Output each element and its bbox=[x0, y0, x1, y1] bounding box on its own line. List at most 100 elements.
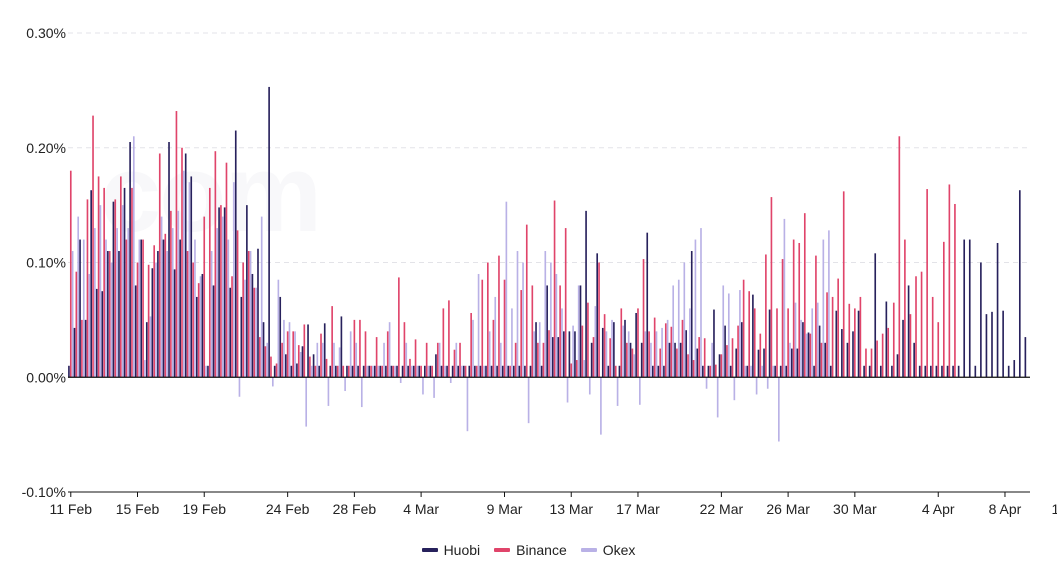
bar-huobi[interactable] bbox=[490, 365, 493, 378]
bar-binance[interactable] bbox=[214, 151, 217, 378]
bar-huobi[interactable] bbox=[118, 251, 120, 378]
bar-okex[interactable] bbox=[205, 365, 207, 378]
bar-huobi[interactable] bbox=[451, 365, 454, 378]
bar-binance[interactable] bbox=[548, 330, 550, 378]
bar-huobi[interactable] bbox=[1018, 190, 1021, 378]
bar-huobi[interactable] bbox=[651, 365, 654, 378]
bar-huobi[interactable] bbox=[145, 322, 148, 378]
bar-binance[interactable] bbox=[698, 337, 700, 378]
bar-okex[interactable] bbox=[666, 319, 669, 378]
bar-okex[interactable] bbox=[327, 377, 330, 406]
bar-huobi[interactable] bbox=[791, 348, 793, 378]
bar-huobi[interactable] bbox=[212, 285, 215, 378]
bar-binance[interactable] bbox=[242, 262, 244, 378]
bar-binance[interactable] bbox=[842, 191, 845, 378]
bar-binance[interactable] bbox=[192, 262, 194, 378]
bar-huobi[interactable] bbox=[340, 316, 343, 378]
bar-huobi[interactable] bbox=[590, 342, 593, 378]
bar-okex[interactable] bbox=[88, 273, 91, 378]
bar-huobi[interactable] bbox=[685, 330, 687, 378]
bar-binance[interactable] bbox=[792, 239, 795, 378]
bar-huobi[interactable] bbox=[785, 365, 788, 378]
bar-binance[interactable] bbox=[742, 279, 745, 378]
bar-binance[interactable] bbox=[575, 360, 578, 378]
bar-huobi[interactable] bbox=[963, 239, 966, 378]
bar-huobi[interactable] bbox=[173, 269, 176, 378]
bar-okex[interactable] bbox=[650, 342, 652, 378]
bar-binance[interactable] bbox=[414, 339, 417, 378]
bar-okex[interactable] bbox=[600, 377, 602, 435]
bar-binance[interactable] bbox=[759, 333, 762, 378]
bar-huobi[interactable] bbox=[279, 296, 282, 378]
bar-huobi[interactable] bbox=[546, 285, 548, 378]
bar-okex[interactable] bbox=[594, 306, 597, 378]
bar-huobi[interactable] bbox=[101, 291, 104, 378]
legend-item-binance[interactable]: Binance bbox=[494, 542, 567, 558]
bar-huobi[interactable] bbox=[79, 239, 81, 378]
bar-okex[interactable] bbox=[672, 285, 675, 378]
bar-huobi[interactable] bbox=[752, 294, 754, 378]
bar-binance[interactable] bbox=[203, 216, 206, 378]
bar-huobi[interactable] bbox=[668, 342, 671, 378]
bar-huobi[interactable] bbox=[579, 285, 582, 378]
bar-okex[interactable] bbox=[149, 316, 152, 378]
bar-binance[interactable] bbox=[264, 346, 267, 378]
bar-okex[interactable] bbox=[266, 342, 269, 378]
bar-binance[interactable] bbox=[770, 197, 773, 378]
bar-okex[interactable] bbox=[811, 308, 814, 378]
bar-binance[interactable] bbox=[348, 365, 350, 378]
bar-binance[interactable] bbox=[703, 338, 706, 378]
bar-binance[interactable] bbox=[531, 285, 534, 378]
bar-okex[interactable] bbox=[533, 331, 535, 378]
bar-binance[interactable] bbox=[559, 285, 561, 378]
bar-binance[interactable] bbox=[587, 302, 589, 378]
bar-okex[interactable] bbox=[138, 239, 141, 378]
bar-binance[interactable] bbox=[715, 364, 717, 378]
bar-huobi[interactable] bbox=[913, 342, 915, 378]
bar-huobi[interactable] bbox=[179, 239, 181, 378]
bar-huobi[interactable] bbox=[140, 239, 143, 378]
bar-okex[interactable] bbox=[216, 228, 219, 378]
bar-huobi[interactable] bbox=[512, 365, 515, 378]
bar-okex[interactable] bbox=[177, 210, 180, 378]
bar-okex[interactable] bbox=[233, 182, 235, 378]
bar-okex[interactable] bbox=[349, 331, 352, 378]
bar-binance[interactable] bbox=[881, 333, 884, 378]
bar-binance[interactable] bbox=[292, 331, 295, 378]
bar-okex[interactable] bbox=[127, 228, 130, 378]
bar-binance[interactable] bbox=[887, 327, 890, 378]
bar-okex[interactable] bbox=[572, 325, 574, 378]
bar-okex[interactable] bbox=[210, 251, 213, 378]
bar-binance[interactable] bbox=[926, 189, 928, 378]
bar-binance[interactable] bbox=[765, 254, 767, 378]
bar-binance[interactable] bbox=[97, 176, 100, 378]
bar-huobi[interactable] bbox=[246, 205, 248, 378]
bar-okex[interactable] bbox=[577, 285, 580, 378]
bar-binance[interactable] bbox=[776, 308, 778, 378]
bar-huobi[interactable] bbox=[440, 365, 443, 378]
bar-huobi[interactable] bbox=[112, 201, 115, 378]
bar-huobi[interactable] bbox=[540, 365, 543, 378]
bar-huobi[interactable] bbox=[918, 365, 921, 378]
bar-okex[interactable] bbox=[733, 377, 736, 401]
bar-okex[interactable] bbox=[71, 251, 74, 378]
bar-huobi[interactable] bbox=[824, 342, 826, 378]
bar-huobi[interactable] bbox=[568, 331, 571, 378]
bar-okex[interactable] bbox=[605, 331, 608, 378]
bar-huobi[interactable] bbox=[123, 187, 126, 378]
bar-okex[interactable] bbox=[472, 319, 474, 378]
bar-huobi[interactable] bbox=[418, 365, 421, 378]
bar-huobi[interactable] bbox=[234, 130, 237, 378]
bar-binance[interactable] bbox=[186, 251, 189, 378]
bar-binance[interactable] bbox=[942, 241, 945, 378]
bar-huobi[interactable] bbox=[957, 365, 960, 378]
bar-binance[interactable] bbox=[659, 348, 662, 378]
bar-okex[interactable] bbox=[105, 239, 107, 378]
bar-huobi[interactable] bbox=[196, 296, 198, 378]
bar-okex[interactable] bbox=[789, 342, 791, 378]
bar-okex[interactable] bbox=[639, 377, 641, 405]
bar-okex[interactable] bbox=[183, 170, 185, 378]
bar-binance[interactable] bbox=[859, 296, 862, 378]
bar-huobi[interactable] bbox=[318, 365, 320, 378]
bar-huobi[interactable] bbox=[335, 365, 337, 378]
